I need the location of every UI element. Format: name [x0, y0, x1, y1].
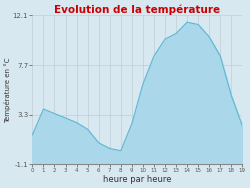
- Y-axis label: Température en °C: Température en °C: [4, 57, 11, 123]
- Title: Evolution de la température: Evolution de la température: [54, 4, 220, 15]
- X-axis label: heure par heure: heure par heure: [103, 175, 172, 184]
